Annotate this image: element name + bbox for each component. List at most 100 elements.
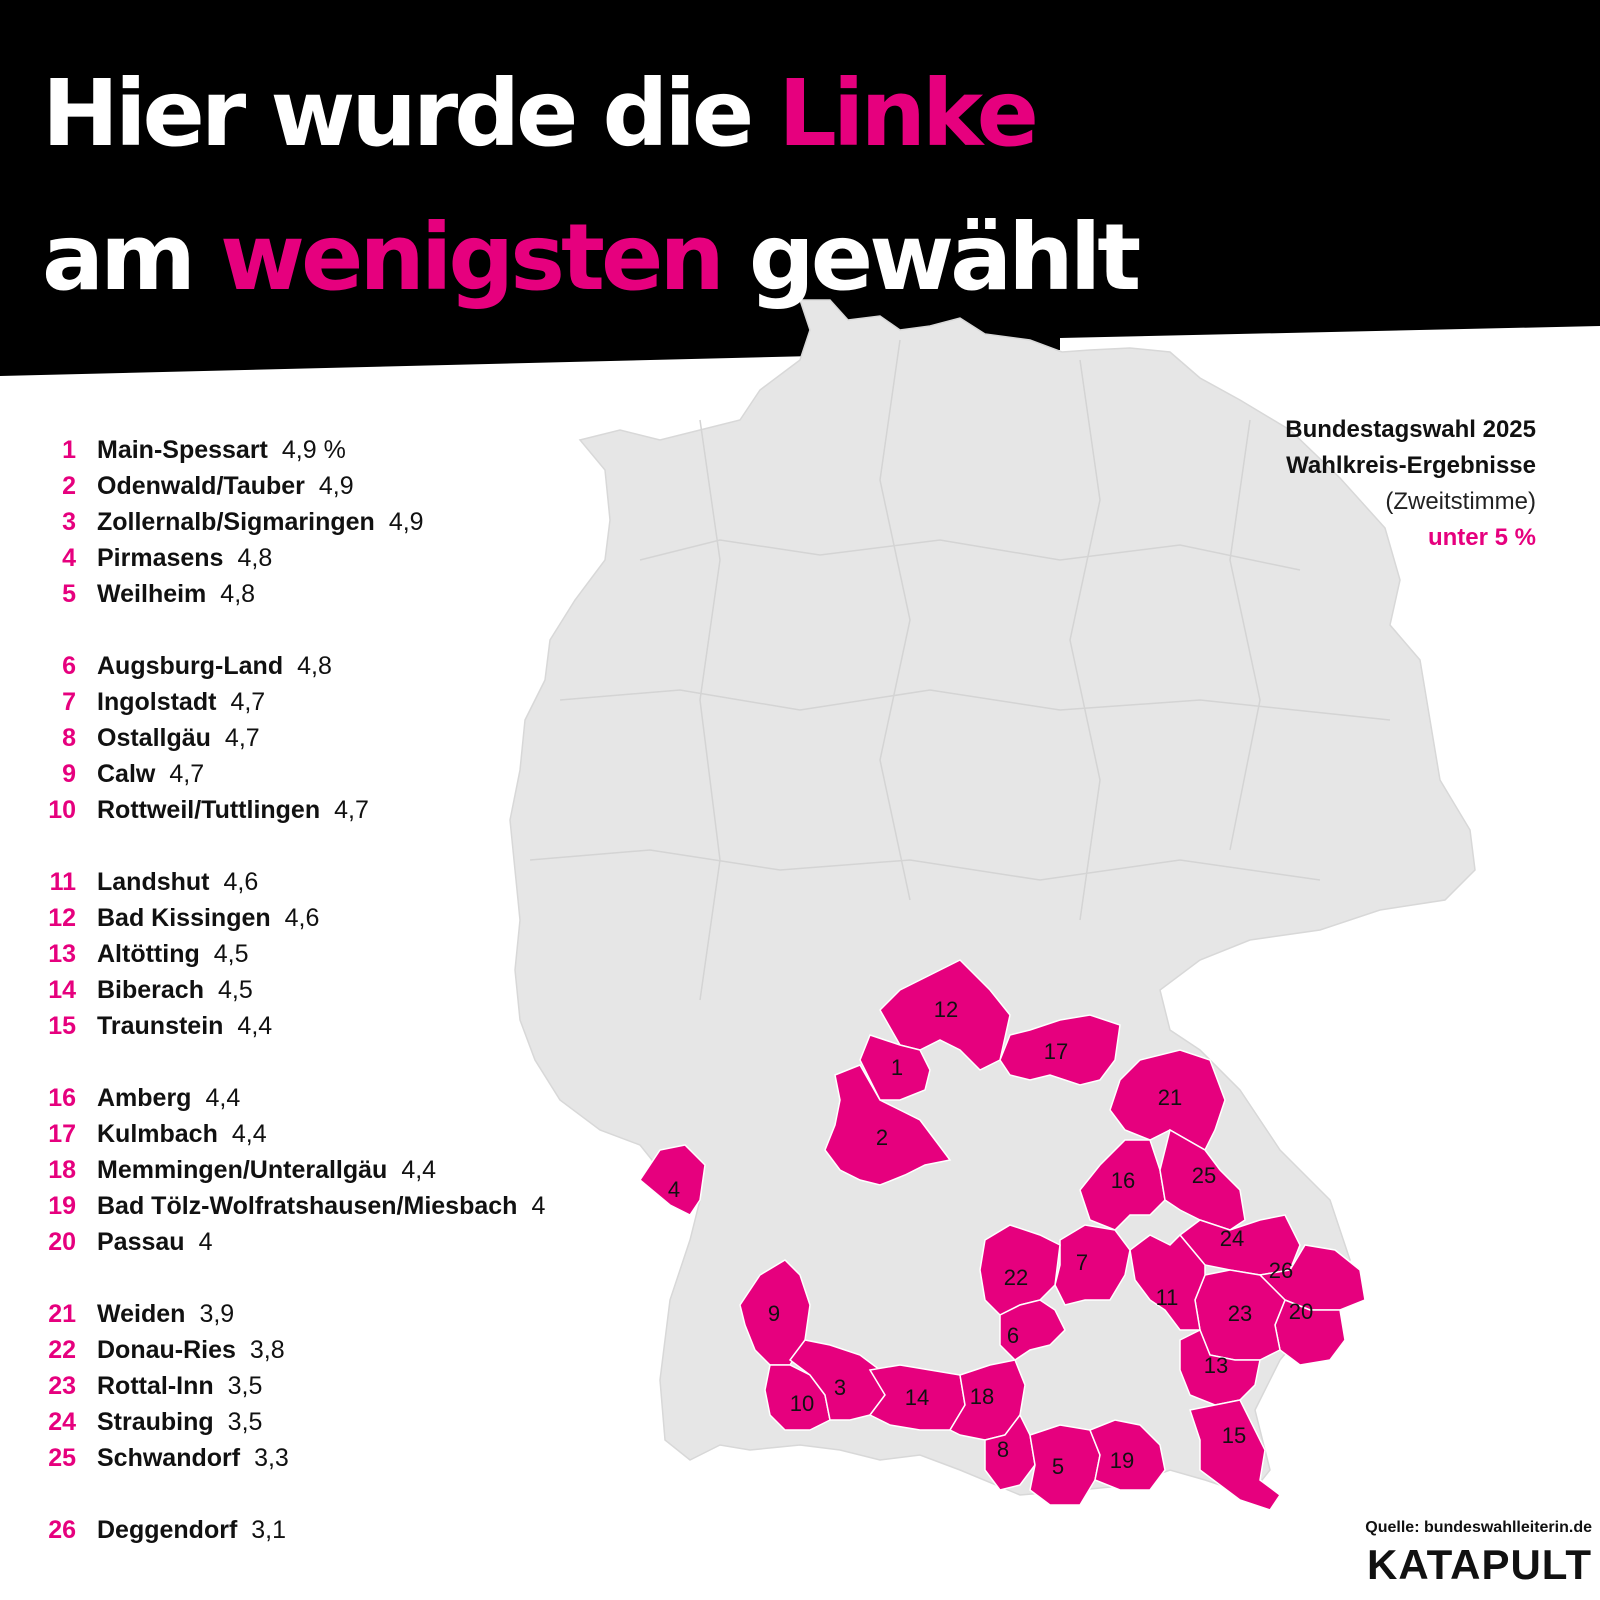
ranking-value: 3,3 xyxy=(254,1444,289,1472)
region-25 xyxy=(1159,1128,1246,1231)
ranking-row: 26 Deggendorf 3,1 xyxy=(30,1516,545,1552)
ranking-value: 4 xyxy=(531,1192,546,1220)
legend-category: unter 5 % xyxy=(1427,524,1536,551)
region-label: 19 xyxy=(1110,1448,1134,1473)
region-10 xyxy=(764,1364,831,1431)
ranking-rank: 13 xyxy=(48,940,76,968)
ranking-value: 3,9 xyxy=(199,1300,235,1328)
region-label: 6 xyxy=(1007,1323,1019,1348)
region-label: 10 xyxy=(790,1391,814,1416)
ranking-rank: 12 xyxy=(48,904,76,932)
ranking-name: Weilheim xyxy=(97,580,207,608)
ranking-name: Amberg xyxy=(97,1084,192,1112)
region-label: 11 xyxy=(1156,1285,1179,1310)
title-white-2b: gewählt xyxy=(748,204,1141,311)
region-label: 9 xyxy=(768,1301,780,1326)
region-label: 18 xyxy=(970,1384,994,1409)
ranking-value: 4,7 xyxy=(224,724,260,752)
ranking-value: 4,9 % xyxy=(281,436,346,464)
legend: Bundestagswahl 2025 Wahlkreis-Ergebnisse… xyxy=(1285,412,1536,556)
ranking-row: 1 Main-Spessart 4,9 % xyxy=(30,436,545,472)
ranking-gap xyxy=(30,1480,545,1516)
region-label: 3 xyxy=(834,1375,846,1400)
ranking-rank: 3 xyxy=(62,508,76,536)
ranking-rank: 16 xyxy=(48,1084,76,1112)
region-label: 17 xyxy=(1044,1039,1068,1064)
ranking-row: 6 Augsburg-Land 4,8 xyxy=(30,652,545,688)
region-label: 16 xyxy=(1111,1168,1135,1193)
title-band xyxy=(0,0,1600,376)
ranking-name: Passau xyxy=(97,1228,185,1256)
ranking-name: Bad Tölz-Wolfratshausen/Miesbach xyxy=(97,1192,518,1220)
ranking-row: 9 Calw 4,7 xyxy=(30,760,545,796)
title-white-2a: am xyxy=(42,204,196,311)
ranking-row: 16 Amberg 4,4 xyxy=(30,1084,545,1120)
ranking-rank: 2 xyxy=(62,472,76,500)
ranking-rank: 20 xyxy=(48,1228,76,1256)
ranking-value: 3,5 xyxy=(227,1408,263,1436)
ranking-row: 18 Memmingen/Unterallgäu 4,4 xyxy=(30,1156,545,1192)
ranking-name: Augsburg-Land xyxy=(97,652,284,680)
ranking-name: Weiden xyxy=(97,1300,186,1328)
region-13 xyxy=(1179,1328,1261,1406)
region-2 xyxy=(824,1064,952,1186)
ranking-value: 4,8 xyxy=(297,652,332,680)
ranking-name: Bad Kissingen xyxy=(97,904,271,932)
ranking-row: 23 Rottal-Inn 3,5 xyxy=(30,1372,545,1408)
region-label: 5 xyxy=(1052,1454,1064,1479)
region-label: 13 xyxy=(1204,1353,1228,1378)
region-label: 15 xyxy=(1222,1423,1246,1448)
ranking-row: 12 Bad Kissingen 4,6 xyxy=(30,904,545,940)
ranking-rank: 26 xyxy=(48,1516,76,1544)
region-label: 25 xyxy=(1192,1163,1216,1188)
ranking-name: Traunstein xyxy=(97,1012,224,1040)
ranking-gap xyxy=(30,1048,545,1084)
source-credit: Quelle: bundeswahlleiterin.de xyxy=(1365,1519,1592,1536)
ranking-value: 4,7 xyxy=(334,796,369,824)
legend-title-1: Bundestagswahl 2025 xyxy=(1285,416,1536,443)
region-6 xyxy=(999,1299,1066,1361)
ranking-rank: 6 xyxy=(62,652,76,680)
ranking-value: 4,5 xyxy=(213,940,249,968)
region-17 xyxy=(999,1014,1121,1086)
ranking-rank: 9 xyxy=(62,760,76,788)
title-highlight-2: wenigsten xyxy=(219,204,725,311)
ranking-row: 4 Pirmasens 4,8 xyxy=(30,544,545,580)
ranking-name: Biberach xyxy=(97,976,204,1004)
ranking-value: 4,8 xyxy=(237,544,273,572)
region-16 xyxy=(1079,1139,1166,1231)
ranking-value: 4,7 xyxy=(230,688,266,716)
ranking-row: 24 Straubing 3,5 xyxy=(30,1408,545,1444)
ranking-name: Rottal-Inn xyxy=(97,1372,214,1400)
region-label: 24 xyxy=(1220,1226,1244,1251)
district-borders xyxy=(529,339,1391,1001)
ranking-name: Pirmasens xyxy=(97,544,224,572)
title-line-1: Hier wurde die Linke xyxy=(42,68,1039,160)
ranking-row: 14 Biberach 4,5 xyxy=(30,976,545,1012)
ranking-row: 21 Weiden 3,9 xyxy=(30,1300,545,1336)
ranking-rank: 22 xyxy=(48,1336,76,1364)
ranking-name: Deggendorf xyxy=(97,1516,238,1544)
ranking-rank: 4 xyxy=(62,544,76,572)
region-label: 2 xyxy=(876,1125,888,1150)
ranking-row: 13 Altötting 4,5 xyxy=(30,940,545,976)
ranking-value: 4,4 xyxy=(205,1084,241,1112)
region-label: 26 xyxy=(1269,1258,1293,1283)
region-11 xyxy=(1129,1233,1206,1331)
ranking-value: 4 xyxy=(198,1228,213,1256)
ranking-value: 4,5 xyxy=(217,976,253,1004)
ranking-rank: 23 xyxy=(48,1372,76,1400)
region-1 xyxy=(859,1034,931,1101)
ranking-rank: 11 xyxy=(49,868,76,896)
ranking-rank: 14 xyxy=(48,976,76,1004)
ranking-name: Landshut xyxy=(97,868,210,896)
region-5 xyxy=(1029,1424,1101,1506)
ranking-rank: 10 xyxy=(48,796,76,824)
ranking-row: 3 Zollernalb/Sigmaringen 4,9 xyxy=(30,508,545,544)
ranking-name: Ingolstadt xyxy=(97,688,217,716)
ranking-name: Altötting xyxy=(97,940,200,968)
brand-logo: KATAPULT xyxy=(1367,1541,1592,1588)
ranking-value: 4,9 xyxy=(388,508,424,536)
legend-subtitle: (Zweitstimme) xyxy=(1385,488,1536,515)
